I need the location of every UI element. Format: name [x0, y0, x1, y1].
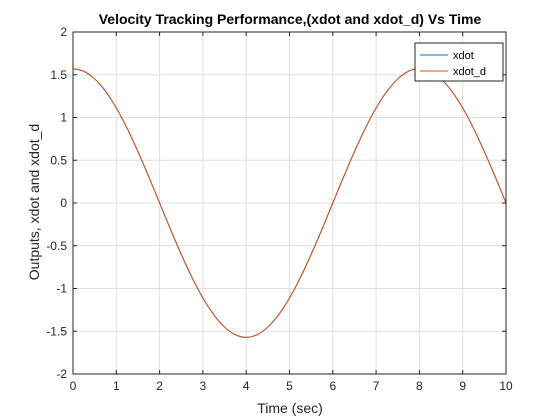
x-tick-label: 3 — [200, 379, 207, 393]
x-axis-label: Time (sec) — [257, 400, 323, 416]
x-tick-label: 8 — [416, 379, 423, 393]
y-tick-label: 2 — [60, 25, 67, 39]
tick-marks — [72, 31, 507, 375]
y-tick-label: -0.5 — [46, 239, 67, 253]
legend-label-xdot-d: xdot_d — [453, 66, 486, 78]
y-tick-labels: -2 -1.5 -1 -0.5 0 0.5 1 1.5 2 — [46, 25, 67, 381]
x-tick-label: 9 — [459, 379, 466, 393]
grid-lines — [72, 31, 507, 375]
x-tick-label: 6 — [329, 379, 336, 393]
x-tick-label: 0 — [70, 379, 77, 393]
x-tick-label: 7 — [373, 379, 380, 393]
legend: xdot xdot_d — [414, 42, 504, 82]
y-tick-label: -1 — [56, 282, 67, 296]
x-tick-label: 2 — [156, 379, 163, 393]
y-tick-label: 1.5 — [50, 68, 67, 82]
y-tick-label: -1.5 — [46, 324, 67, 338]
x-tick-label: 5 — [286, 379, 293, 393]
y-tick-label: 0 — [60, 196, 67, 210]
chart-title: Velocity Tracking Performance,(xdot and … — [99, 11, 482, 27]
y-tick-label: -2 — [56, 367, 67, 381]
x-tick-label: 10 — [499, 379, 513, 393]
y-axis-label: Outputs, xdot and xdot_d — [26, 124, 42, 280]
y-tick-label: 1 — [60, 111, 67, 125]
x-tick-label: 4 — [243, 379, 250, 393]
x-tick-label: 1 — [113, 379, 120, 393]
x-tick-labels: 0 1 2 3 4 5 6 7 8 9 10 — [70, 379, 513, 393]
legend-label-xdot: xdot — [453, 50, 474, 62]
legend-box — [414, 42, 504, 82]
y-tick-label: 0.5 — [50, 153, 67, 167]
